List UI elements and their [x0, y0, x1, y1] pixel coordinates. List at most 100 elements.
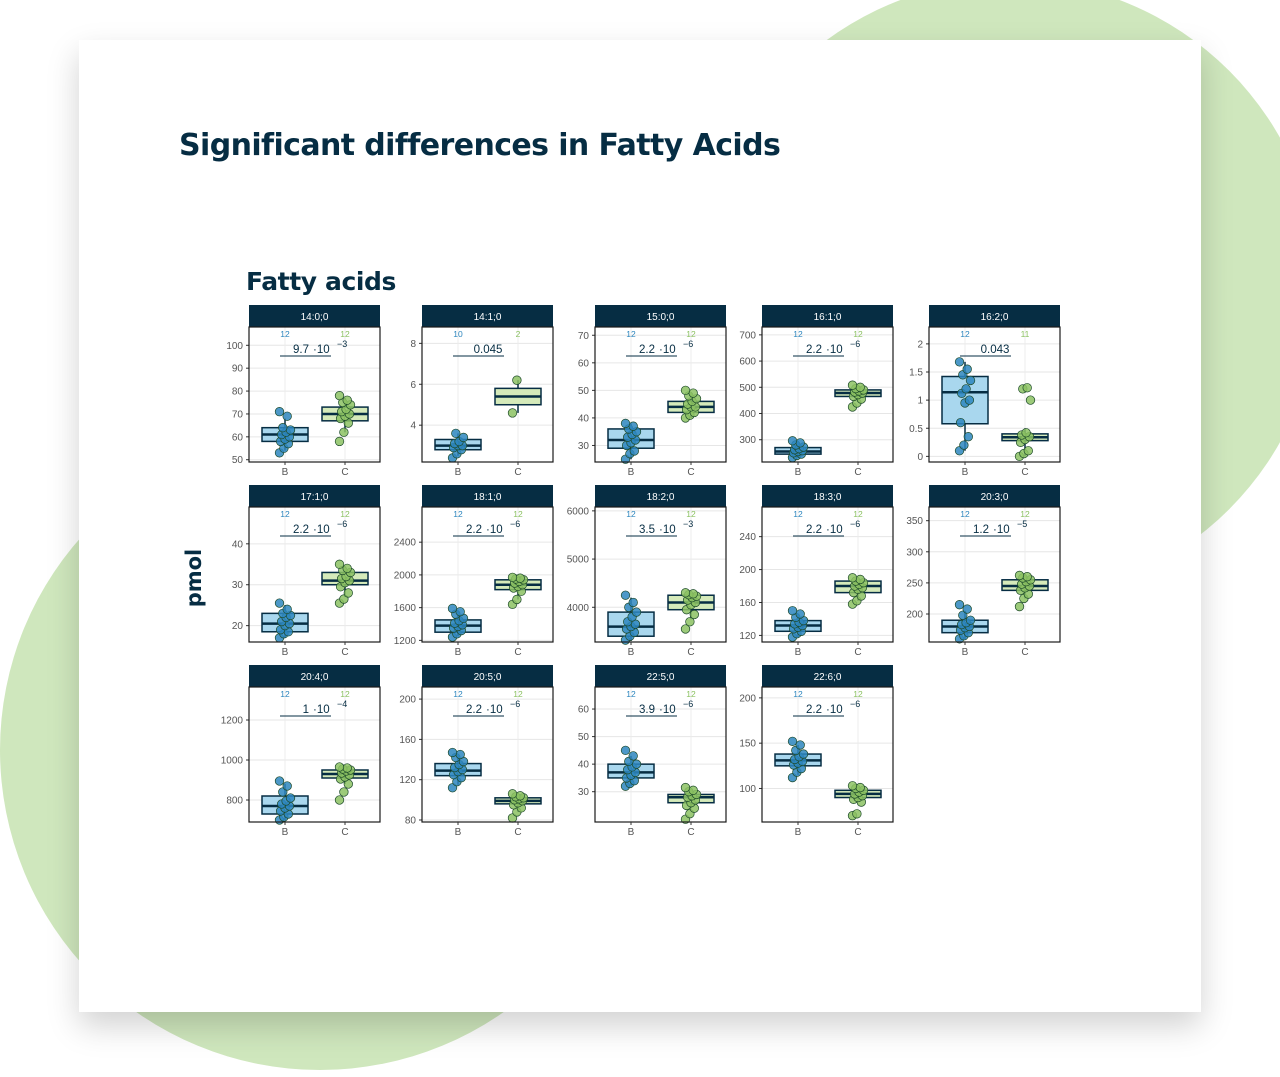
data-point — [455, 607, 465, 617]
y-tick-label: 30 — [578, 787, 590, 798]
data-point — [343, 588, 353, 598]
data-point — [507, 408, 518, 418]
panel-border — [421, 326, 554, 463]
data-point — [274, 407, 285, 417]
y-tick-label: 1 — [917, 396, 923, 407]
x-tick-label: B — [455, 467, 462, 478]
x-tick-label: C — [1021, 647, 1028, 658]
y-tick-label: 200 — [739, 565, 756, 576]
panel-border — [928, 326, 1061, 463]
data-point — [455, 749, 465, 760]
p-value-mantissa: 1 — [303, 704, 309, 716]
y-tick-label: 1200 — [221, 716, 244, 727]
panel-border — [594, 506, 727, 643]
data-point — [282, 604, 292, 614]
y-tick-label: 150 — [739, 739, 756, 750]
panel-border — [761, 506, 894, 643]
y-tick-label: 60 — [578, 705, 590, 716]
n-label-B: 12 — [793, 689, 803, 699]
facet-label: 22:6;0 — [814, 672, 842, 683]
y-tick-label: 6000 — [567, 506, 590, 517]
data-point — [680, 624, 691, 634]
y-tick-label: 0.5 — [909, 424, 923, 435]
data-point — [847, 573, 858, 583]
data-point — [458, 432, 469, 443]
data-point — [631, 607, 642, 617]
data-point — [955, 417, 966, 428]
y-axis-label: pmol — [182, 549, 206, 608]
y-tick-label: 70 — [232, 409, 244, 420]
p-value: 0.043 — [981, 344, 1010, 356]
y-tick-label: 200 — [739, 693, 756, 704]
data-point — [1022, 383, 1032, 393]
n-label-B: 12 — [453, 509, 463, 519]
y-tick-label: 60 — [232, 432, 244, 443]
panel-border — [248, 686, 381, 823]
data-point — [285, 425, 296, 435]
data-point — [964, 395, 975, 405]
n-label-B: 12 — [280, 689, 290, 699]
facet-label: 20:4;0 — [301, 672, 329, 683]
y-tick-label: 4000 — [567, 603, 590, 614]
data-point — [688, 589, 698, 599]
p-value-mantissa: 2.2 — [806, 704, 822, 716]
data-point — [334, 795, 345, 805]
p-value-base: ·10 — [826, 704, 843, 716]
data-point — [629, 446, 639, 456]
n-label-C: 12 — [340, 509, 350, 519]
data-point — [515, 573, 525, 583]
data-point — [628, 597, 638, 608]
p-value-base: ·10 — [993, 524, 1010, 536]
y-tick-label: 700 — [739, 330, 756, 341]
data-point — [954, 600, 965, 610]
data-point — [451, 428, 461, 439]
data-point — [342, 395, 352, 405]
data-point — [847, 380, 858, 390]
p-value-exponent: −5 — [1017, 519, 1027, 529]
y-tick-label: 80 — [232, 387, 244, 398]
y-tick-label: 6 — [410, 380, 416, 391]
data-point — [680, 782, 691, 793]
p-value-exponent: −3 — [337, 339, 347, 349]
data-point — [274, 776, 285, 786]
y-tick-label: 4 — [410, 421, 416, 432]
data-point — [689, 609, 699, 620]
p-value-base: ·10 — [659, 524, 676, 536]
x-tick-label: B — [795, 827, 802, 838]
y-tick-label: 250 — [906, 578, 923, 589]
y-tick-label: 70 — [578, 331, 590, 342]
y-tick-label: 1600 — [394, 603, 417, 614]
data-point — [787, 606, 798, 616]
facet-strip — [762, 665, 893, 687]
data-point — [962, 364, 972, 374]
data-point — [958, 610, 968, 620]
data-point — [1025, 395, 1036, 405]
p-value-base: ·10 — [659, 344, 676, 356]
y-tick-label: 20 — [232, 621, 244, 632]
y-tick-label: 500 — [739, 383, 756, 394]
data-point — [954, 357, 965, 367]
p-value-mantissa: 2.2 — [466, 524, 482, 536]
y-tick-label: 1000 — [221, 756, 244, 767]
data-point — [680, 385, 691, 396]
y-tick-label: 40 — [578, 413, 590, 424]
y-tick-label: 2400 — [394, 538, 417, 549]
p-value-mantissa: 2.2 — [639, 344, 655, 356]
data-point — [620, 590, 631, 600]
x-tick-label: C — [514, 647, 521, 658]
x-tick-label: C — [341, 467, 348, 478]
n-label-C: 2 — [516, 329, 521, 339]
n-label-B: 12 — [280, 509, 290, 519]
p-value-base: ·10 — [659, 704, 676, 716]
y-tick-label: 350 — [906, 516, 923, 527]
n-label-C: 11 — [1021, 329, 1030, 339]
data-point — [334, 436, 345, 447]
facet-strip — [762, 485, 893, 507]
y-tick-label: 40 — [232, 539, 244, 550]
y-tick-label: 50 — [578, 386, 590, 397]
x-tick-label: C — [854, 467, 861, 478]
data-point — [1014, 601, 1025, 612]
panel-border — [248, 506, 381, 643]
y-tick-label: 50 — [578, 732, 590, 743]
n-label-B: 12 — [626, 329, 636, 339]
